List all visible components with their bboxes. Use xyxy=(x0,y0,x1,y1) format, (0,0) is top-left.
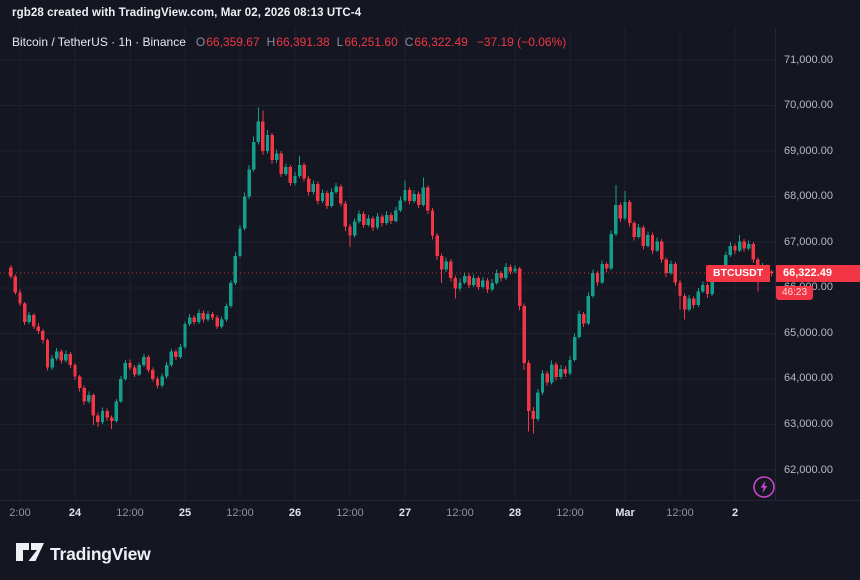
candlestick-chart[interactable] xyxy=(0,28,775,500)
price-axis-label: 65,000.00 xyxy=(784,326,833,339)
time-axis-label: 12:00 xyxy=(116,507,144,519)
time-axis-label: 12:00 xyxy=(556,507,584,519)
time-axis[interactable]: 2:00 24 12:00 25 12:00 26 12:00 27 12:00 28 12:00 M… xyxy=(0,500,860,526)
time-axis-label: 12:00 xyxy=(336,507,364,519)
price-axis-label: 71,000.00 xyxy=(784,53,833,66)
boost-button[interactable] xyxy=(752,475,776,499)
ohlc-low-label: L xyxy=(336,35,344,49)
time-axis-label-major: 2 xyxy=(731,507,739,519)
change-value: −37.19 (−0.06%) xyxy=(476,35,567,49)
time-axis-label: 12:00 xyxy=(666,507,694,519)
time-axis-label-major: 26 xyxy=(288,507,302,519)
time-axis-label-major: 28 xyxy=(508,507,522,519)
price-axis-label: 70,000.00 xyxy=(784,99,833,112)
time-axis-label: 12:00 xyxy=(446,507,474,519)
time-axis-label: 2:00 xyxy=(9,507,31,519)
price-axis-label: 63,000.00 xyxy=(784,417,833,430)
price-axis-label: 67,000.00 xyxy=(784,235,833,248)
last-price-badge: 66,322.49 46:23 xyxy=(776,264,860,300)
ohlc-high-label: H xyxy=(266,35,276,49)
lightning-icon xyxy=(753,476,775,498)
legend: Bitcoin / TetherUS · 1h · Binance O66,359… xyxy=(12,35,573,49)
time-axis-label: 12:00 xyxy=(226,507,254,519)
ohlc-low-value: 66,251.60 xyxy=(344,35,398,49)
tradingview-wordmark: TradingView xyxy=(50,544,151,564)
tradingview-logo-mark xyxy=(16,543,44,561)
price-axis-label: 69,000.00 xyxy=(784,144,833,157)
ohlc-close-label: C xyxy=(404,35,414,49)
attribution-text: rgb28 created with TradingView.com, Mar … xyxy=(12,7,362,19)
bar-countdown: 46:23 xyxy=(776,285,814,300)
ohlc-open-value: 66,359.67 xyxy=(206,35,260,49)
time-axis-label-major: 24 xyxy=(68,507,82,519)
time-axis-label-major: 27 xyxy=(398,507,412,519)
ohlc-high-value: 66,391.38 xyxy=(276,35,330,49)
tradingview-logo[interactable]: TradingView xyxy=(13,537,183,567)
time-axis-label-major: Mar xyxy=(615,507,635,519)
symbol-price-label: BTCUSDT xyxy=(706,264,771,282)
price-axis[interactable]: 71,000.00 70,000.00 69,000.00 68,000.00 67,0… xyxy=(775,28,860,500)
price-axis-label: 68,000.00 xyxy=(784,190,833,203)
price-axis-label: 62,000.00 xyxy=(784,463,833,476)
ohlc-close-value: 66,322.49 xyxy=(414,35,468,49)
price-axis-label: 64,000.00 xyxy=(784,372,833,385)
symbol-title[interactable]: Bitcoin / TetherUS · 1h · Binance xyxy=(12,35,186,49)
last-price-value: 66,322.49 xyxy=(776,264,860,282)
ohlc-open-label: O xyxy=(195,35,206,49)
time-axis-label-major: 25 xyxy=(178,507,192,519)
